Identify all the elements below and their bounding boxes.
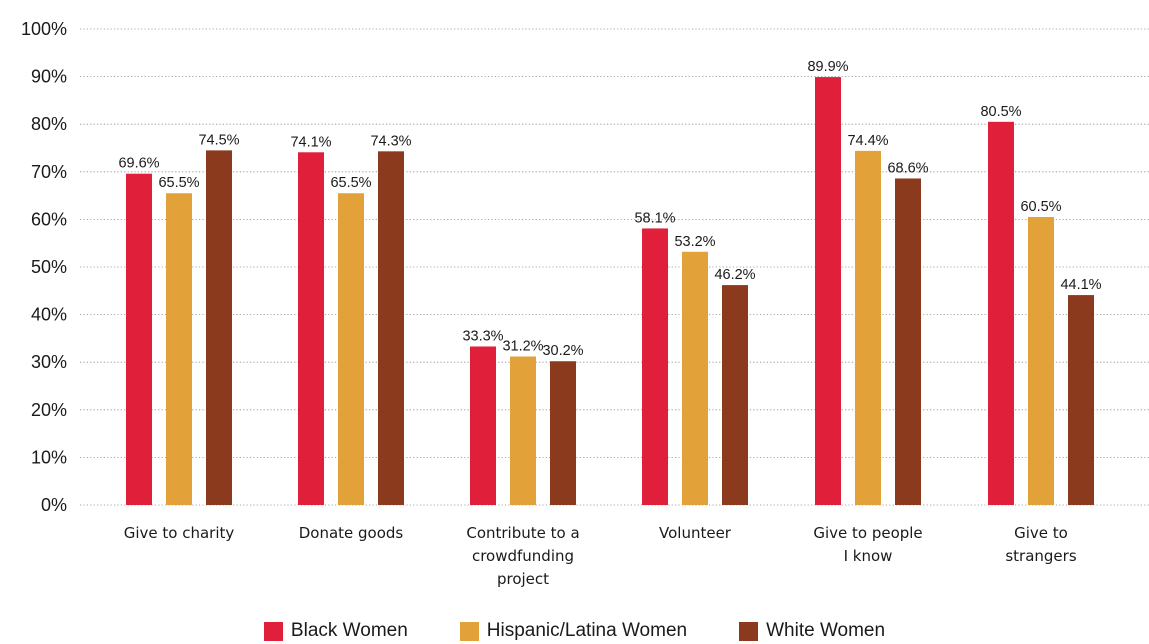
bar [126,173,152,506]
data-label: 58.1% [634,210,675,226]
x-tick-label: Give to [1014,524,1068,542]
data-label: 44.1% [1060,277,1101,293]
y-tick-label: 30% [31,352,67,372]
x-tick-label: Donate goods [299,524,404,542]
bar [1028,217,1054,505]
data-label: 89.9% [807,59,848,75]
data-label: 46.2% [714,267,755,283]
y-tick-label: 100% [21,19,67,39]
bar [642,228,668,505]
y-tick-label: 0% [41,495,67,515]
x-tick-label: strangers [1005,547,1076,565]
bar [988,121,1014,505]
y-tick-label: 70% [31,162,67,182]
legend-swatch [263,621,283,641]
x-tick-label: crowdfunding [472,547,574,565]
data-label: 74.1% [290,134,331,150]
bar [338,193,364,505]
y-tick-label: 10% [31,447,67,467]
bar [855,150,881,505]
data-label: 80.5% [980,104,1021,120]
data-label: 30.2% [542,343,583,359]
y-tick-label: 60% [31,209,67,229]
bar [378,151,404,505]
data-label: 74.3% [370,133,411,149]
bar [722,285,748,505]
data-label: 53.2% [674,234,715,250]
data-label: 69.6% [118,156,159,172]
bar [815,77,841,506]
data-label: 74.4% [847,133,888,149]
x-tick-label: Contribute to a [466,524,579,542]
legend-label: White Women [766,620,886,641]
legend-item: White Women [739,620,885,642]
bar [682,251,708,505]
data-label: 68.6% [887,160,928,176]
y-tick-label: 90% [31,67,67,87]
x-tick-label: Give to people [813,524,922,542]
y-tick-label: 20% [31,400,67,420]
legend-label: Hispanic/Latina Women [486,620,688,641]
x-tick-label: I know [844,547,893,565]
data-label: 33.3% [462,328,503,344]
legend-swatch [739,621,759,641]
data-label: 65.5% [330,175,371,191]
y-tick-label: 40% [31,305,67,325]
bar [206,150,232,505]
y-tick-label: 80% [31,114,67,134]
data-label: 31.2% [502,338,543,354]
bar [470,346,496,505]
x-tick-label: Give to charity [124,524,235,542]
bar [166,193,192,505]
x-tick-label: Volunteer [659,524,732,542]
legend: Black Women Hispanic/Latina Women White Wo… [0,618,1149,644]
legend-item: Black Women [263,620,408,642]
x-tick-label: project [497,570,549,588]
bar-chart: 0% 10% 20% 30% 40% 50% 60% 70% 80% 90% 100% 69.6% 65… [21,19,1149,588]
bar [1068,295,1094,505]
data-label: 74.5% [198,132,239,148]
legend-swatch [459,621,479,641]
data-label: 65.5% [158,175,199,191]
bar [510,356,536,505]
y-tick-label: 50% [31,257,67,277]
data-label: 60.5% [1020,199,1061,215]
legend-label: Black Women [290,620,408,641]
bar [550,361,576,505]
bar [895,178,921,506]
bar [298,152,324,505]
legend-item: Hispanic/Latina Women [459,620,688,642]
